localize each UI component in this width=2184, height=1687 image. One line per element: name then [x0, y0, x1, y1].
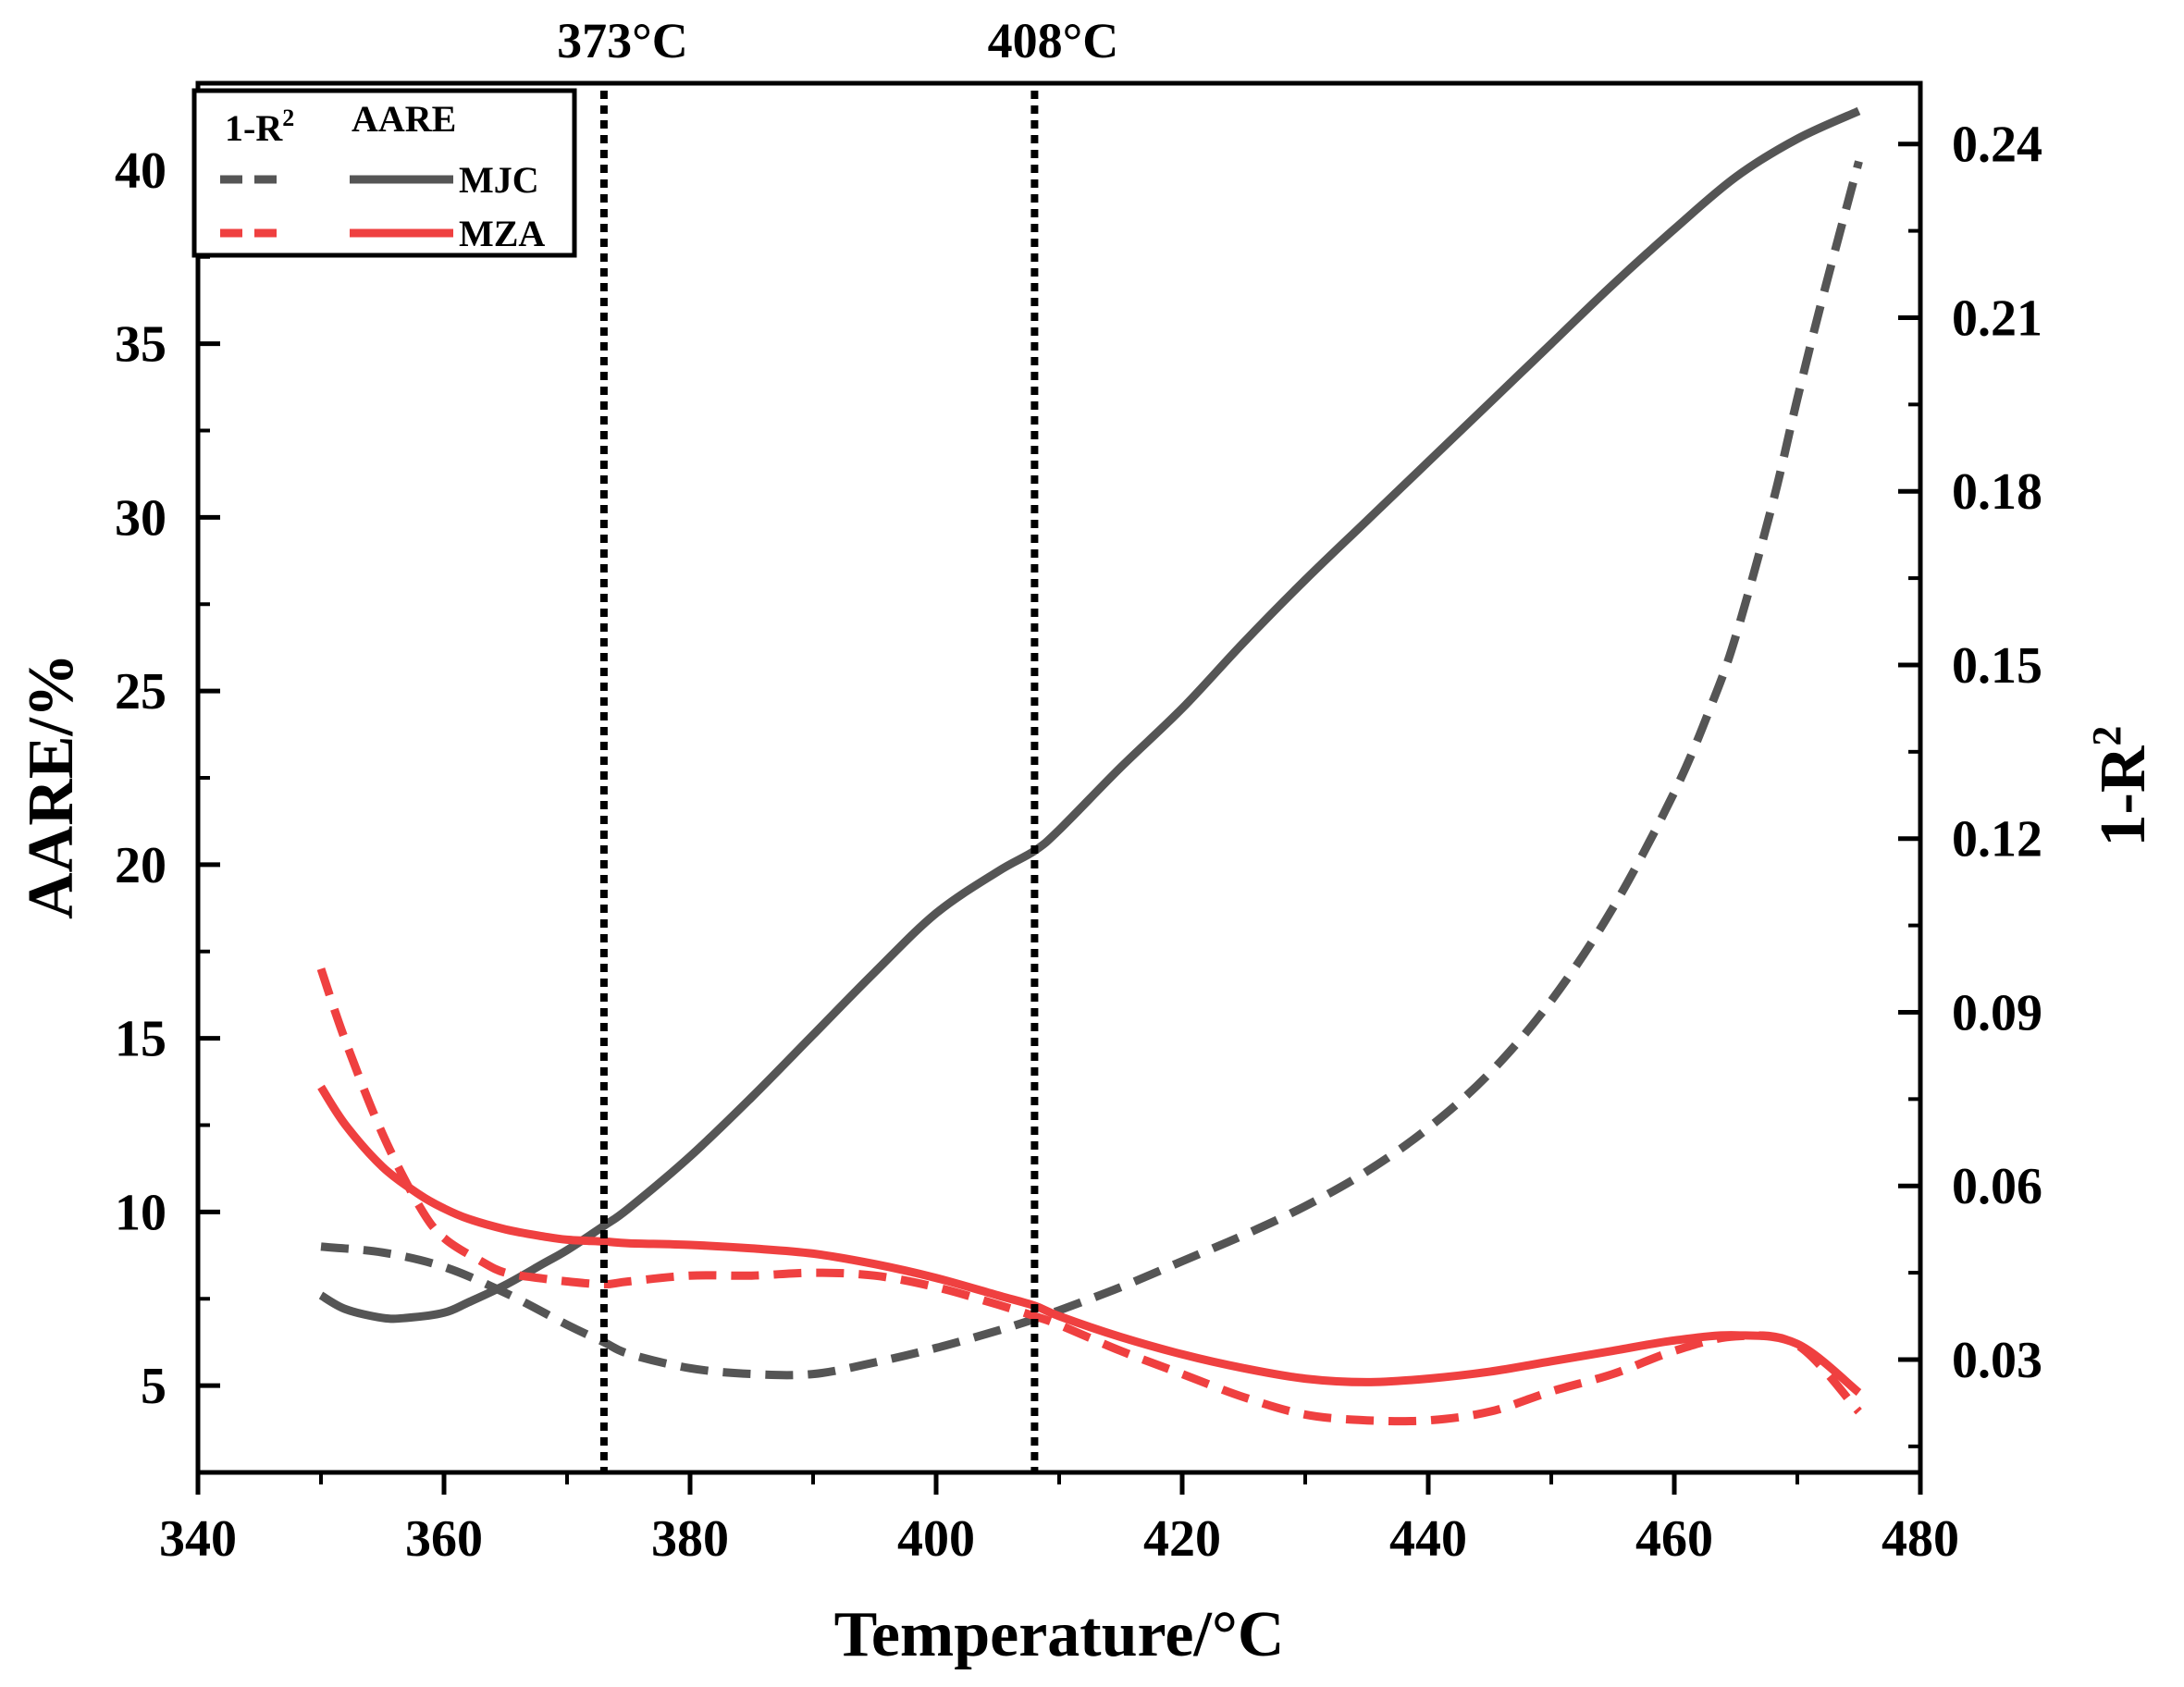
x-axis-ticks: 340 360 380 400 420 440 460 480 [159, 1472, 1959, 1568]
y2-tick-label-6: 0.21 [1952, 289, 2042, 347]
y2-tick-label-7: 0.24 [1952, 117, 2042, 174]
series-layer [316, 106, 1863, 1426]
plot-frame [195, 80, 1923, 1475]
y-axis-ticks: 5 10 15 20 25 30 35 40 [115, 81, 220, 1474]
x-tick-label-480: 480 [1882, 1510, 1959, 1568]
x-tick-label-380: 380 [651, 1510, 729, 1568]
series-line-mza-aare [317, 1084, 1862, 1397]
legend-header-left-sup: 2 [282, 105, 294, 131]
y2-axis-title: 1-R2 [2084, 726, 2159, 847]
x-tick-label-420: 420 [1143, 1510, 1221, 1568]
y-tick-label-30: 30 [115, 489, 167, 547]
legend-header-left: 1-R2 [225, 105, 294, 149]
annotation-label-373: 373°C [557, 13, 688, 68]
y-tick-label-20: 20 [115, 837, 167, 894]
legend-header-left-base: 1-R [225, 107, 283, 149]
x-tick-label-460: 460 [1635, 1510, 1713, 1568]
annotation-label-408: 408°C [988, 13, 1119, 68]
y2-tick-label-4: 0.15 [1952, 637, 2042, 695]
x-tick-label-340: 340 [159, 1510, 237, 1568]
y2-axis-title-base: 1-R [2088, 745, 2159, 846]
y-tick-label-25: 25 [115, 663, 167, 720]
y2-tick-label-2: 0.09 [1952, 984, 2042, 1041]
y2-axis-title-sup: 2 [2084, 726, 2129, 746]
y-tick-label-5: 5 [141, 1358, 167, 1415]
x-axis-title: Temperature/°C [834, 1599, 1285, 1670]
series-line-mjc-1-r2 [320, 160, 1863, 1380]
y2-tick-label-5: 0.18 [1952, 463, 2042, 521]
y-tick-label-40: 40 [115, 142, 167, 200]
legend-mjc-label: MJC [459, 159, 539, 201]
legend-header-right: AARE [352, 98, 456, 140]
x-tick-label-400: 400 [897, 1510, 975, 1568]
annotation-layer: 373°C 408°C [557, 13, 1118, 1472]
legend-box [191, 88, 577, 258]
y2-axis-ticks: 0.03 0.06 0.09 0.12 0.15 0.18 0.21 0.24 [1898, 117, 2042, 1448]
y2-tick-label-3: 0.12 [1952, 811, 2042, 868]
legend: 1-R2 AARE MJC MZA [191, 88, 577, 258]
x-tick-label-360: 360 [405, 1510, 483, 1568]
x-tick-label-440: 440 [1389, 1510, 1467, 1568]
y-axis-title: AARE/% [16, 653, 87, 919]
series-line-mza-1-r2 [316, 967, 1862, 1426]
series-line-mjc-aare [318, 106, 1861, 1324]
y2-tick-label-0: 0.03 [1952, 1332, 2042, 1389]
y2-tick-label-1: 0.06 [1952, 1158, 2042, 1215]
y-tick-label-15: 15 [115, 1011, 167, 1068]
y-tick-label-10: 10 [115, 1184, 167, 1241]
y-tick-label-35: 35 [115, 316, 167, 374]
legend-mza-label: MZA [459, 213, 545, 254]
